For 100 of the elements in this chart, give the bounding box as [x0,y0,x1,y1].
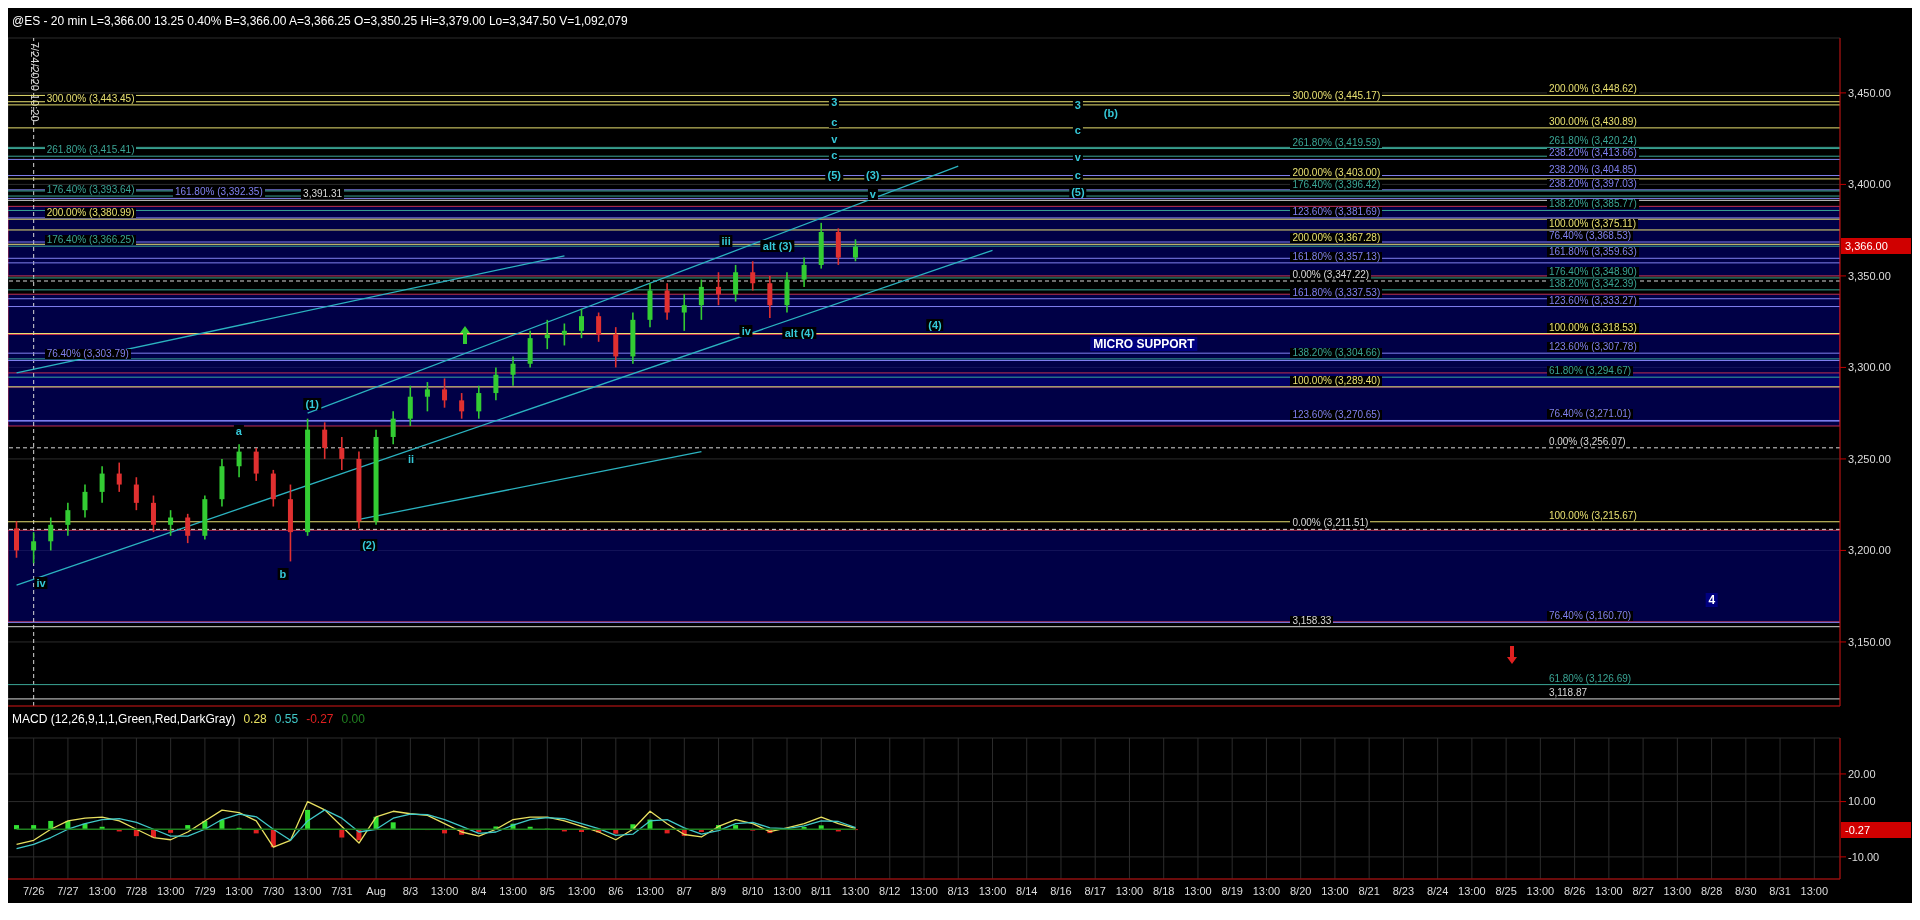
x-tick-label: 7/28 [125,884,148,897]
ref-line-label: 176.40% (3,396.42) [1290,178,1383,190]
ref-line-label: 161.80% (3,359.63) [1546,246,1639,258]
ref-line-label: 3,158.33 [1290,614,1334,626]
ref-line-label: 100.00% (3,289.40) [1290,374,1383,386]
x-tick-label: 8/14 [1016,884,1038,897]
x-tick-label: 8/6 [608,884,624,897]
x-tick-label: 13:00 [1595,884,1623,897]
annotation: (1) [303,398,321,411]
x-tick-label: 8/20 [1289,884,1312,897]
annotation: (b) [1101,106,1120,119]
chart-title: MACD (12,26,9,1,1,Green,Red,DarkGray) [12,712,236,726]
band-label: MICRO SUPPORT [1090,336,1198,351]
x-tick-label: 7/31 [331,884,353,897]
ref-line-label: 161.80% (3,357.13) [1290,250,1383,262]
text: 0.00 [341,712,365,726]
x-tick-label: 13:00 [978,884,1007,897]
y-tick-label: 20.00 [1848,767,1876,780]
annotation: (2) [360,539,378,551]
x-tick-label: 8/18 [1152,884,1175,897]
ref-line-label: 100.00% (3,215.67) [1546,509,1639,521]
annotation: (5) [825,168,843,181]
annotation: ii [405,452,417,465]
x-tick-label: 13:00 [225,884,253,897]
x-tick-label: 13:00 [1184,884,1212,897]
annotation: iii [719,235,733,248]
text: 3,366.00 [1841,238,1911,255]
x-tick-label: 8/7 [676,884,692,897]
x-tick-label: 8/30 [1735,884,1757,897]
ref-line-label: 76.40% (3,303.79) [44,348,131,360]
annotation: v [1072,150,1083,163]
ref-line-label: 261.80% (3,415.41) [44,144,137,156]
x-tick-label: 8/11 [810,884,832,897]
x-tick-label: 8/4 [471,884,487,897]
x-tick-label: 8/16 [1050,884,1072,897]
annotation: v [829,132,840,145]
text: -0.27 [306,712,334,726]
annotation: (3) [863,168,882,181]
x-tick-label: 13:00 [88,884,116,897]
ref-line-label: 100.00% (3,318.53) [1546,321,1639,333]
ref-line-label: 176.40% (3,393.64) [44,184,137,196]
x-tick-label: 8/28 [1700,884,1723,897]
annotation: b [277,568,289,581]
x-tick-label: 13:00 [567,884,596,897]
ref-line-label: 0.00% (3,256.07) [1546,435,1628,447]
x-tick-label: 7/26 [22,884,45,897]
x-tick-label: 8/9 [710,884,727,897]
x-tick-label: 8/21 [1358,884,1380,897]
ref-line-label: 176.40% (3,348.90) [1546,265,1639,277]
y-tick-label: 3,400.00 [1848,178,1891,191]
ref-line-label: 123.60% (3,381.69) [1290,205,1383,217]
annotation: (4) [926,319,944,332]
ref-line-label: 138.20% (3,304.66) [1290,346,1383,358]
x-tick-label: 13:00 [910,884,938,897]
text: -0.27 [1841,821,1911,838]
x-tick-label: 8/26 [1563,884,1586,897]
annotation: a [233,425,244,438]
x-tick-label: 8/25 [1495,884,1517,897]
x-tick-label: 8/31 [1769,884,1791,897]
x-tick-label: 13:00 [1800,884,1829,897]
x-tick-label: 13:00 [1252,884,1281,897]
y-tick-label: 3,200.00 [1848,544,1891,557]
ref-line-label: 76.40% (3,368.53) [1546,230,1634,241]
ref-line-label: 161.80% (3,392.35) [172,186,265,198]
ref-line-label: 200.00% (3,403.00) [1290,166,1383,178]
ref-line-label: 300.00% (3,443.45) [44,92,137,104]
y-tick-label: 10.00 [1848,795,1876,808]
text: 0.28 [243,712,267,726]
text: 0.55 [274,712,299,726]
annotation: c [1072,168,1083,181]
x-tick-label: 8/13 [947,884,969,897]
annotation: 3 [829,96,840,109]
x-tick-label: 13:00 [293,884,322,897]
ref-line-label: 100.00% (3,375.11) [1546,217,1638,229]
band-label: 4 [1705,592,1719,607]
ref-line-label: 7/24/2020 10:20 [28,42,41,122]
x-tick-label: 8/24 [1426,884,1449,897]
x-tick-label: 13:00 [841,884,870,897]
x-tick-label: 13:00 [1458,884,1486,897]
ref-line-label: 238.20% (3,404.85) [1546,163,1639,175]
ref-line-label: 76.40% (3,160.70) [1546,610,1634,622]
ref-line-label: 238.20% (3,413.66) [1546,147,1639,159]
x-tick-label: 13:00 [156,884,185,897]
x-tick-label: 7/30 [262,884,285,897]
ref-line-label: 261.80% (3,420.24) [1546,135,1639,147]
y-tick-label: -10.00 [1848,850,1880,863]
x-tick-label: 13:00 [1321,884,1349,897]
ref-line-label: 3,391.31 [301,188,345,200]
x-tick-label: 8/3 [402,884,418,897]
y-tick-label: 3,150.00 [1848,635,1891,648]
ref-line-label: 161.80% (3,337.53) [1290,286,1383,298]
x-tick-label: 7/27 [57,884,79,897]
ref-line-label: 238.20% (3,397.03) [1546,177,1639,189]
annotation: iv [739,324,753,337]
x-tick-label: 8/27 [1632,884,1654,897]
ref-line-label: 123.60% (3,333.27) [1546,294,1639,306]
annotation: 3 [1072,99,1083,112]
ref-line-label: 261.80% (3,419.59) [1290,136,1383,148]
ref-line-label: 123.60% (3,307.78) [1546,341,1639,353]
chart-title: @ES - 20 min L=3,366.00 13.25 0.40% B=3,366.00 A=3,366.25 O=3,350.25 Hi=3,379.00 Lo=3,347.50 V=1,092,079 [12,14,628,28]
